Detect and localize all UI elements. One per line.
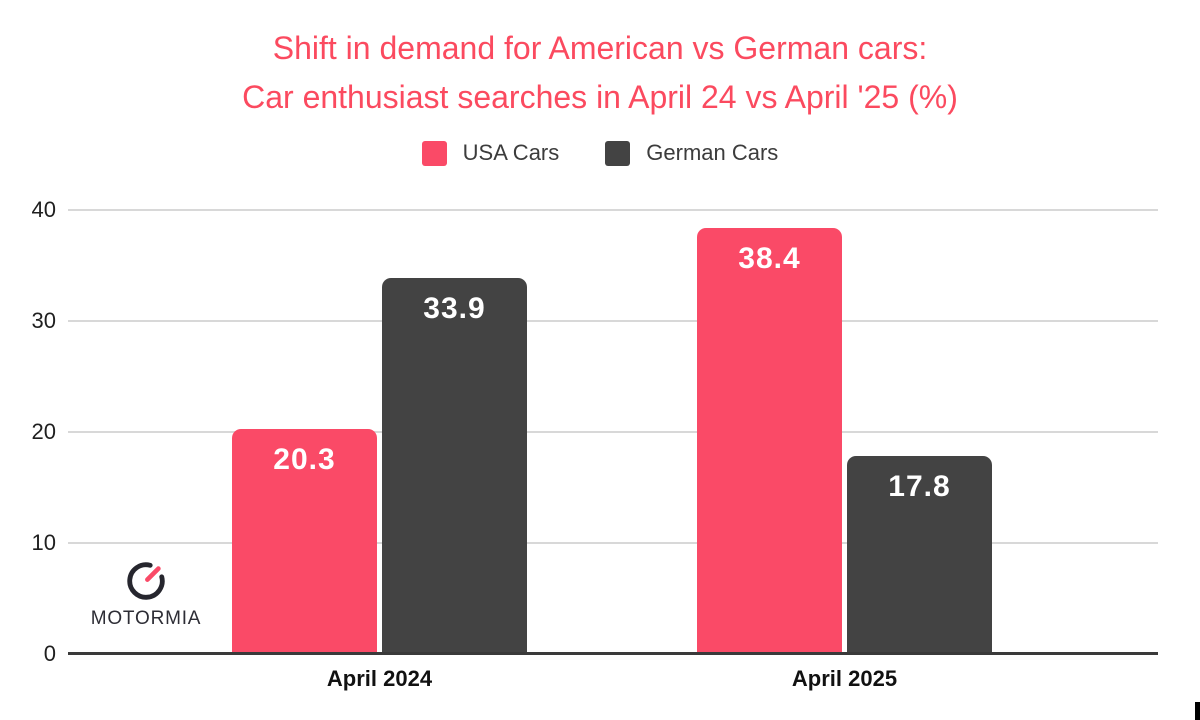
y-axis-tick-30: 30 <box>31 308 56 333</box>
corner-mark <box>1195 702 1200 720</box>
x-axis-line <box>68 652 1158 655</box>
gridline-y-10 <box>68 542 1158 544</box>
legend-item-usa-cars: USA Cars <box>421 140 560 166</box>
bar-value-label: 33.9 <box>423 291 486 325</box>
legend: USA Cars German Cars <box>0 140 1200 166</box>
y-axis-tick-20: 20 <box>31 419 56 444</box>
gridline-y-40 <box>68 209 1158 211</box>
brand-logo-text: MOTORMIA <box>90 608 202 629</box>
x-axis-label-april-2025: April 2025 <box>791 666 898 691</box>
gridline-y-30 <box>68 320 1158 322</box>
chart-title-line-2: Car enthusiast searches in April 24 vs A… <box>242 79 958 115</box>
brand-logo: MOTORMIA <box>84 560 208 630</box>
plot-area: 20.3 38.4 33.9 17.8 <box>68 209 1158 655</box>
gauge-needle <box>145 566 161 582</box>
gridline-y-20 <box>68 431 1158 433</box>
x-axis-label-april-2024: April 2024 <box>326 666 433 691</box>
bar-usa-cars-april-2024[interactable]: 20.3 <box>232 428 377 654</box>
bar-usa-cars-april-2025[interactable]: 38.4 <box>697 227 842 654</box>
legend-swatch-german-cars <box>605 140 631 166</box>
bar-german-cars-april-2024[interactable]: 33.9 <box>382 277 527 654</box>
bar-value-label: 17.8 <box>888 470 951 504</box>
y-axis-tick-0: 0 <box>43 641 56 666</box>
bar-german-cars-april-2025[interactable]: 17.8 <box>847 456 992 654</box>
chart-title: Shift in demand for American vs German c… <box>0 24 1200 122</box>
chart-title-line-1: Shift in demand for American vs German c… <box>272 30 928 66</box>
y-axis-tick-10: 10 <box>31 530 56 555</box>
legend-item-german-cars: German Cars <box>605 140 778 166</box>
gauge-icon <box>127 562 165 600</box>
y-axis-tick-40: 40 <box>31 197 56 222</box>
bar-value-label: 38.4 <box>738 241 801 275</box>
bar-value-label: 20.3 <box>273 442 336 476</box>
legend-label-german-cars: German Cars <box>646 140 779 165</box>
legend-label-usa-cars: USA Cars <box>462 140 560 165</box>
legend-swatch-usa-cars <box>421 140 447 166</box>
